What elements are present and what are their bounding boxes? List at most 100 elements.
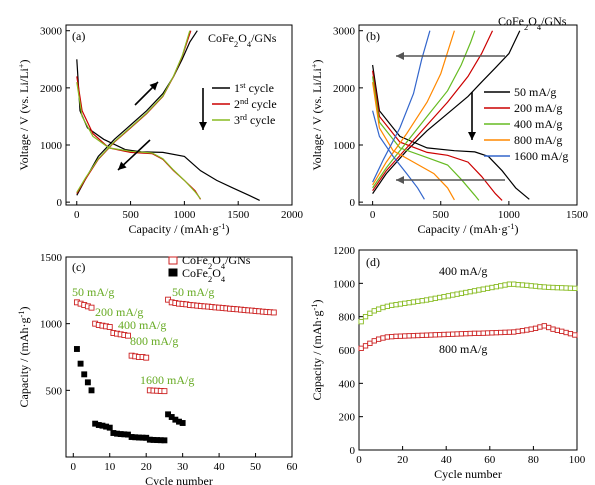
data-point-s1-41 bbox=[532, 283, 539, 289]
data-point-s2-10 bbox=[397, 333, 404, 339]
rate-annotation: 800 mA/g bbox=[130, 334, 178, 348]
series-line-4-charge bbox=[372, 30, 455, 186]
x-tick-label: 60 bbox=[484, 454, 496, 466]
data-point-s2-45 bbox=[550, 326, 556, 332]
y-tick-label: 400 bbox=[339, 378, 356, 390]
data-point-s2-17 bbox=[428, 332, 434, 338]
y-tick-label: 1000 bbox=[40, 319, 63, 331]
data-point-s1-49 bbox=[567, 285, 574, 291]
data-point-s1-18 bbox=[432, 295, 438, 301]
y-axis-label: Capacity / (mAh·g-1) bbox=[17, 307, 32, 408]
legend-item: CoFe2O4 bbox=[182, 266, 226, 284]
panel-label: (b) bbox=[366, 29, 380, 43]
data-point-s2-2 bbox=[362, 343, 369, 349]
legend-item: 3rd cycle bbox=[234, 113, 275, 128]
data-point-s2-18 bbox=[432, 332, 438, 338]
y-tick-label: 2000 bbox=[40, 83, 63, 95]
data-point-s2-49 bbox=[567, 331, 574, 337]
data-point-s2-22 bbox=[450, 331, 456, 337]
plot-frame bbox=[358, 24, 578, 206]
x-tick-label: 1000 bbox=[498, 209, 521, 221]
data-point-s1-1 bbox=[358, 319, 364, 325]
x-axis-label: Capacity / (mAh·g-1) bbox=[418, 222, 519, 237]
legend-item: 1600 mA/g bbox=[514, 149, 568, 163]
data-point-s1-13 bbox=[410, 299, 417, 305]
discharge-arrow-head bbox=[118, 161, 127, 170]
data-point-s2-29 bbox=[480, 330, 486, 336]
x-tick-label: 20 bbox=[141, 461, 153, 473]
rate-annotation: 400 mA/g bbox=[118, 318, 166, 332]
y-tick-label: 1000 bbox=[333, 278, 356, 290]
panel-b: 0 500 1000 1500 0 1000 2000 3000 Capacity / (mAh… bbox=[310, 14, 589, 236]
data-point-s1-4 bbox=[371, 308, 377, 314]
panel-label: (c) bbox=[72, 260, 85, 274]
data-point-s1-11 bbox=[402, 300, 408, 306]
data-point-s1-47 bbox=[559, 285, 565, 291]
data-point-s1-25 bbox=[161, 388, 168, 395]
data-point-s2-11 bbox=[402, 333, 408, 339]
panel-c: 0 10 20 30 40 50 60 500 1000 1500 Cycle number Capa… bbox=[17, 252, 299, 485]
data-point-s2-24 bbox=[458, 331, 465, 337]
data-point-s1-27 bbox=[471, 288, 478, 294]
charge-arrow-head bbox=[149, 82, 158, 91]
plot-frame bbox=[65, 256, 293, 458]
data-point-s1-37 bbox=[515, 282, 521, 288]
data-point-s2-21 bbox=[445, 331, 452, 337]
y-tick-label: 3000 bbox=[40, 26, 63, 38]
data-point-s1-7 bbox=[384, 303, 390, 309]
x-tick-label: 40 bbox=[214, 461, 226, 473]
data-point-s1-22 bbox=[450, 292, 456, 298]
data-point-s1-20 bbox=[441, 294, 447, 300]
data-point-s1-2 bbox=[362, 314, 369, 320]
data-point-s1-48 bbox=[563, 285, 569, 291]
y-tick-label: 1500 bbox=[40, 252, 63, 264]
series-line-2-charge bbox=[372, 30, 494, 192]
x-tick-label: 80 bbox=[528, 454, 540, 466]
x-tick-label: 30 bbox=[177, 461, 189, 473]
y-tick-label: 1000 bbox=[40, 140, 63, 152]
data-point-s1-30 bbox=[484, 285, 491, 291]
data-point-s1-23 bbox=[454, 291, 460, 297]
x-tick-label: 0 bbox=[71, 461, 77, 473]
data-point-s2-36 bbox=[511, 329, 517, 335]
data-point-s2-4 bbox=[84, 379, 91, 386]
data-point-s2-44 bbox=[546, 324, 552, 331]
data-point-s1-15 bbox=[125, 332, 131, 339]
data-point-s1-10 bbox=[397, 301, 404, 307]
series-line-3-charge bbox=[372, 30, 476, 189]
data-point-s2-14 bbox=[415, 332, 421, 339]
data-point-s1-55 bbox=[270, 309, 277, 316]
rate-trend-arrow-head bbox=[468, 132, 476, 140]
legend-marker bbox=[168, 268, 178, 277]
data-point-s2-12 bbox=[406, 333, 412, 339]
x-tick-label: 2000 bbox=[281, 209, 304, 221]
data-point-s2-40 bbox=[528, 326, 534, 332]
x-tick-label: 0 bbox=[74, 209, 80, 221]
y-tick-label: 0 bbox=[57, 197, 63, 209]
data-point-s2-19 bbox=[437, 332, 443, 338]
data-point-s2-35 bbox=[506, 329, 513, 335]
data-point-s2-28 bbox=[476, 330, 482, 336]
series-line-4-discharge bbox=[372, 82, 455, 201]
data-point-s2-26 bbox=[467, 330, 473, 337]
y-tick-label: 3000 bbox=[333, 26, 356, 38]
data-point-s2-5 bbox=[375, 336, 382, 342]
data-point-s2-25 bbox=[463, 331, 469, 337]
data-point-s1-5 bbox=[88, 304, 95, 311]
data-point-s2-2 bbox=[77, 360, 84, 367]
data-point-s2-3 bbox=[81, 371, 88, 378]
data-point-s2-31 bbox=[489, 330, 495, 336]
data-point-s2-41 bbox=[532, 325, 539, 331]
data-point-s2-39 bbox=[524, 327, 530, 333]
data-point-s2-9 bbox=[393, 333, 399, 339]
data-point-s2-47 bbox=[559, 328, 565, 334]
y-tick-label: 1000 bbox=[333, 140, 356, 152]
x-tick-label: 40 bbox=[441, 454, 453, 466]
data-point-s1-39 bbox=[524, 282, 530, 288]
legend-item: 200 mA/g bbox=[514, 101, 562, 115]
data-point-s1-9 bbox=[393, 302, 399, 308]
data-point-s1-28 bbox=[476, 287, 482, 293]
